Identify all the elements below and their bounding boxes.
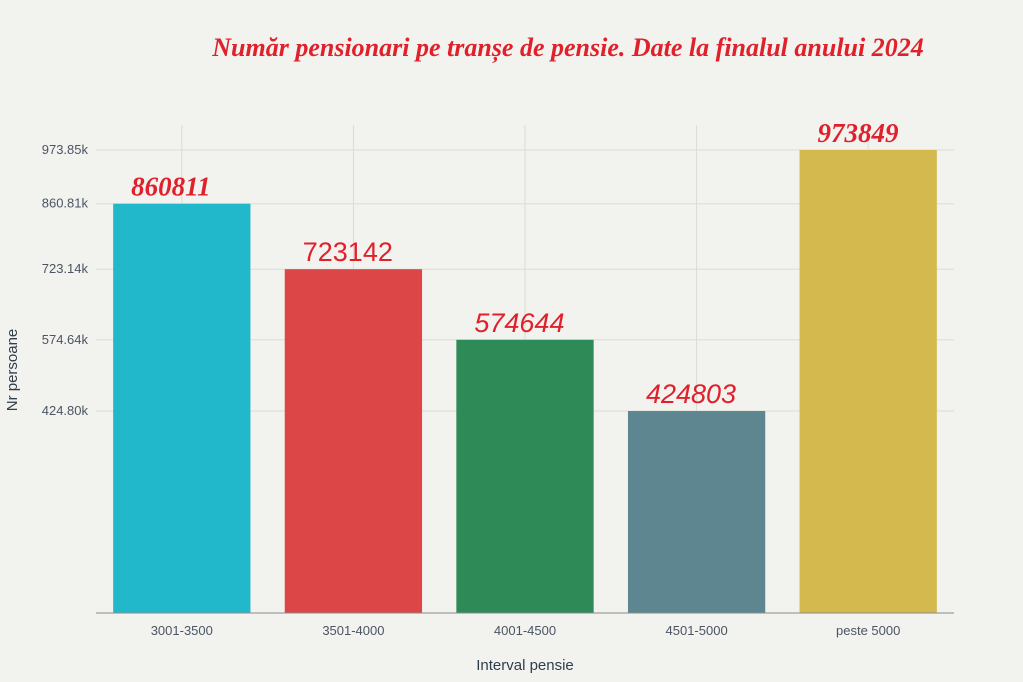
data-label: 973849 bbox=[818, 118, 900, 148]
data-label: 424803 bbox=[646, 379, 736, 409]
x-tick-label: 4001-4500 bbox=[494, 623, 556, 638]
x-tick-label: 3001-3500 bbox=[151, 623, 213, 638]
x-axis-title: Interval pensie bbox=[476, 657, 574, 674]
y-tick-label: 973.85k bbox=[42, 142, 89, 157]
data-label: 574644 bbox=[474, 308, 564, 338]
bar-peste-5000 bbox=[799, 150, 937, 613]
bar-3001-3500 bbox=[113, 203, 251, 613]
x-tick-label: 3501-4000 bbox=[322, 623, 384, 638]
bar-4501-5000 bbox=[627, 411, 766, 613]
data-label: 723142 bbox=[303, 237, 393, 267]
x-tick-label: 4501-5000 bbox=[666, 623, 728, 638]
axes-layer: 424.80k 574.64k 723.14k 860.81k 973.85k 3001-… bbox=[42, 142, 954, 638]
y-tick-label: 574.64k bbox=[42, 332, 89, 347]
bars-layer bbox=[113, 150, 937, 613]
y-tick-label: 723.14k bbox=[42, 261, 89, 276]
bar-4001-4500 bbox=[456, 339, 594, 613]
x-tick-label: peste 5000 bbox=[836, 623, 900, 638]
y-tick-label: 860.81k bbox=[42, 196, 89, 211]
data-label: 860811 bbox=[131, 172, 211, 202]
y-axis-title: Nr persoane bbox=[4, 329, 21, 412]
chart-title: Număr pensionari pe tranșe de pensie. Da… bbox=[211, 33, 923, 63]
y-tick-label: 424.80k bbox=[42, 403, 89, 418]
data-labels-layer: 860811 723142 574644 424803 973849 bbox=[131, 118, 899, 409]
bar-3501-4000 bbox=[284, 269, 423, 613]
